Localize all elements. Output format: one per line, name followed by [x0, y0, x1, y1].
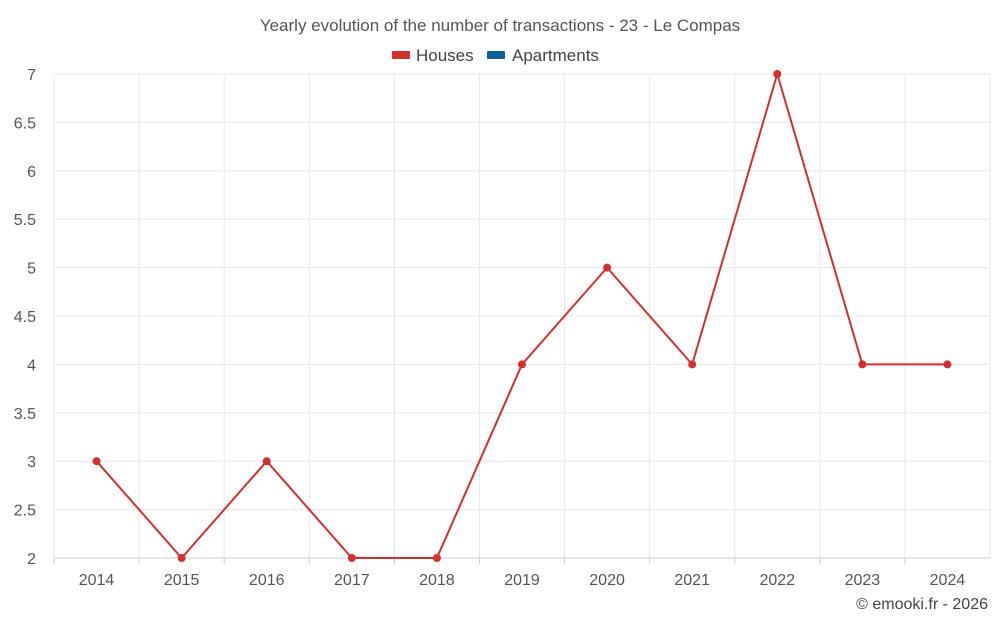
y-tick-label: 2 [27, 551, 36, 568]
y-tick-label: 3.5 [14, 406, 36, 423]
x-tick-label: 2018 [419, 572, 455, 589]
y-tick-label: 2.5 [14, 503, 36, 520]
data-point[interactable] [347, 554, 356, 562]
x-tick-label: 2019 [504, 572, 540, 589]
data-point[interactable] [943, 360, 952, 369]
y-axis: 2 2.5 3 3.5 4 4.5 5 5.5 6 6.5 7 [14, 67, 36, 568]
data-point[interactable] [432, 554, 441, 562]
y-tick-label: 6.5 [14, 115, 36, 132]
x-tick-label: 2016 [249, 572, 285, 589]
x-tick-label: 2017 [334, 572, 370, 589]
legend-swatch-apartments [487, 51, 505, 59]
y-tick-label: 3 [27, 454, 36, 471]
legend-label-houses: Houses [416, 46, 474, 65]
data-point[interactable] [603, 263, 612, 272]
series-houses [92, 70, 952, 562]
x-axis: 2014 2015 2016 2017 2018 2019 2020 2021 2022 2023… [53, 557, 990, 589]
data-point[interactable] [688, 360, 697, 369]
x-tick-label: 2020 [589, 572, 625, 589]
data-point[interactable] [858, 360, 867, 369]
chart-title: Yearly evolution of the number of transa… [260, 16, 740, 35]
data-point[interactable] [262, 457, 271, 466]
y-tick-label: 5.5 [14, 212, 36, 229]
legend-label-apartments: Apartments [512, 46, 599, 65]
x-tick-label: 2015 [164, 572, 200, 589]
data-point[interactable] [518, 360, 526, 369]
credit-text: © emooki.fr - 2026 [856, 596, 988, 613]
x-tick-label: 2023 [845, 572, 881, 589]
x-tick-label: 2024 [930, 572, 966, 589]
y-tick-label: 4.5 [14, 309, 36, 326]
data-point[interactable] [92, 457, 101, 466]
y-tick-label: 4 [27, 357, 36, 374]
grid [53, 73, 991, 559]
legend-item-houses[interactable]: Houses [392, 46, 474, 65]
y-tick-label: 5 [27, 261, 36, 278]
x-tick-label: 2022 [759, 572, 795, 589]
legend-swatch-houses [392, 51, 410, 59]
x-tick-label: 2021 [674, 572, 710, 589]
legend: Houses Apartments [392, 46, 599, 65]
legend-item-apartments[interactable]: Apartments [487, 46, 599, 65]
y-tick-label: 7 [27, 67, 36, 84]
x-tick-label: 2014 [79, 572, 115, 589]
y-tick-label: 6 [27, 164, 36, 181]
data-point[interactable] [773, 70, 782, 78]
data-point[interactable] [177, 554, 186, 562]
